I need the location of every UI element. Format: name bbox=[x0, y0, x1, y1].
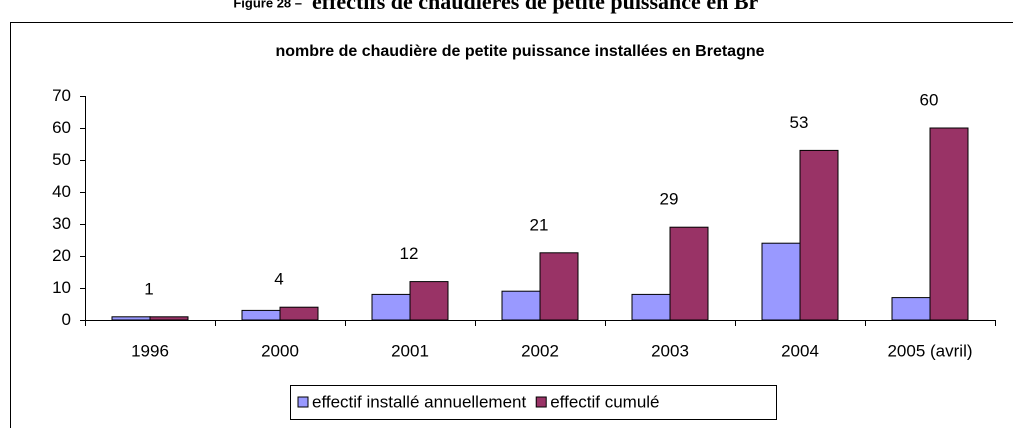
x-tick-label: 2003 bbox=[651, 341, 689, 360]
data-label: 21 bbox=[530, 215, 549, 234]
data-label: 53 bbox=[790, 113, 809, 132]
bar bbox=[891, 297, 931, 321]
y-tick-label: 10 bbox=[52, 278, 71, 297]
data-label: 29 bbox=[660, 190, 679, 209]
bar bbox=[761, 242, 801, 321]
legend-swatch bbox=[535, 396, 547, 408]
bar bbox=[279, 306, 319, 321]
legend-label: effectif cumulé bbox=[550, 392, 659, 411]
chart-frame bbox=[10, 22, 1013, 428]
y-tick-label: 60 bbox=[52, 118, 71, 137]
x-tick-label: 2001 bbox=[391, 341, 429, 360]
legend-box bbox=[290, 385, 777, 420]
bar bbox=[501, 290, 541, 321]
bar bbox=[929, 127, 969, 321]
bar bbox=[111, 316, 151, 321]
bar bbox=[149, 316, 189, 321]
data-label: 12 bbox=[400, 244, 419, 263]
legend-swatch bbox=[297, 396, 309, 408]
caption-label: Figure 28 – bbox=[233, 0, 302, 10]
x-tick-label: 2000 bbox=[261, 341, 299, 360]
x-tick-label: 1996 bbox=[131, 341, 169, 360]
y-tick-label: 20 bbox=[52, 246, 71, 265]
x-tick-label: 2002 bbox=[521, 341, 559, 360]
y-tick-label: 40 bbox=[52, 182, 71, 201]
y-tick-label: 0 bbox=[62, 310, 71, 329]
y-tick-label: 30 bbox=[52, 214, 71, 233]
bar bbox=[799, 149, 839, 321]
bar bbox=[409, 281, 449, 321]
caption-text: effectifs de chaudières de petite puissa… bbox=[312, 0, 758, 14]
data-label: 1 bbox=[144, 279, 153, 298]
chart-title: nombre de chaudière de petite puissance … bbox=[275, 43, 764, 60]
y-tick-label: 50 bbox=[52, 150, 71, 169]
legend-label: effectif installé annuellement bbox=[312, 392, 526, 411]
x-tick-label: 2004 bbox=[781, 341, 819, 360]
bar bbox=[669, 226, 709, 321]
y-tick-label: 70 bbox=[52, 86, 71, 105]
x-tick-label: 2005 (avril) bbox=[887, 341, 972, 360]
bar bbox=[241, 309, 281, 321]
bar bbox=[371, 293, 411, 321]
data-label: 60 bbox=[920, 90, 939, 109]
data-label: 4 bbox=[274, 270, 283, 289]
bar bbox=[539, 252, 579, 321]
bar bbox=[631, 293, 671, 321]
